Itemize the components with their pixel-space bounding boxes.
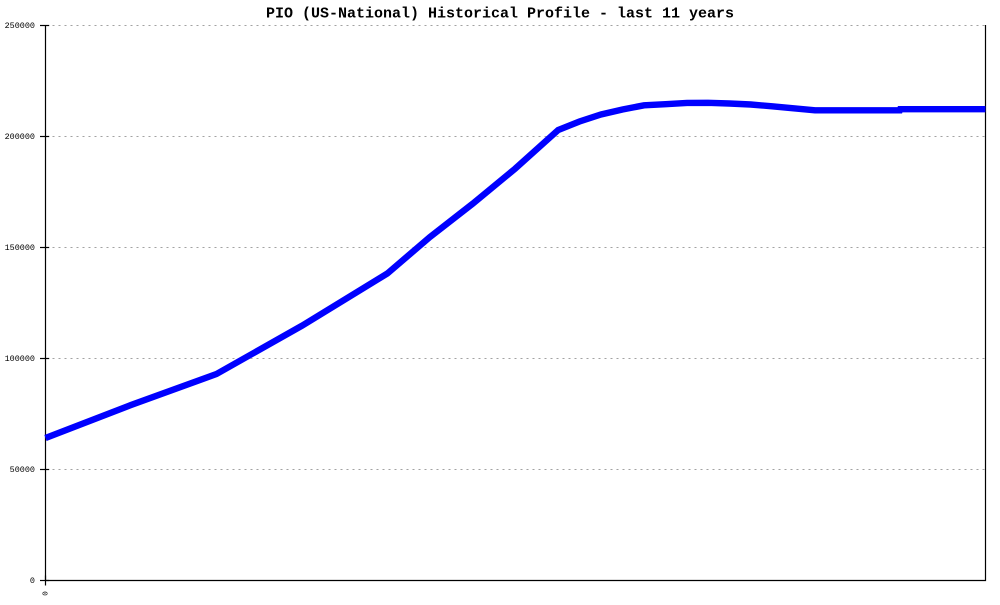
svg-text:200000: 200000 (5, 132, 35, 142)
svg-text:0: 0 (30, 576, 35, 586)
svg-text:0: 0 (42, 591, 50, 596)
svg-text:50000: 50000 (10, 465, 35, 475)
svg-text:100000: 100000 (5, 354, 35, 364)
svg-text:250000: 250000 (5, 21, 35, 31)
svg-text:150000: 150000 (5, 243, 35, 253)
svg-text:PIO (US-National) Historical P: PIO (US-National) Historical Profile - l… (266, 6, 734, 23)
